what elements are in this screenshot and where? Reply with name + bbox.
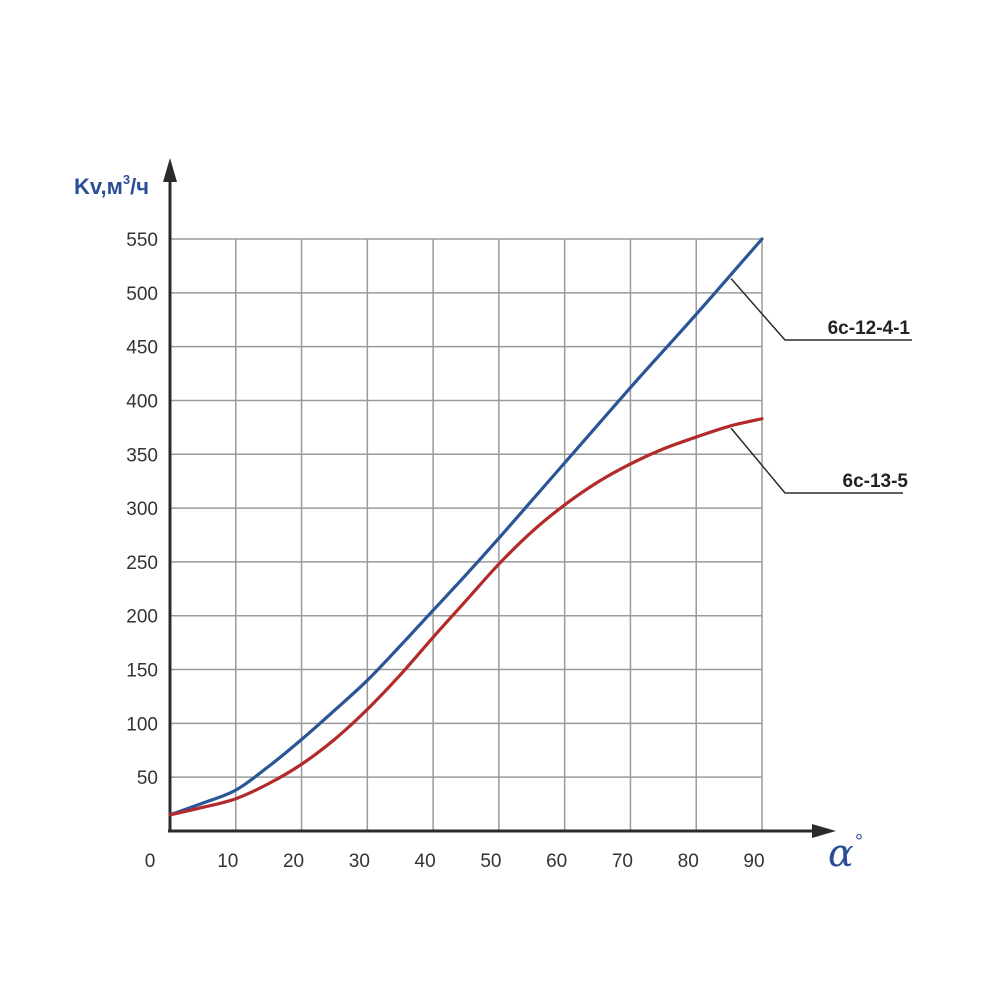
series-callout-label: 6с-13-5 [843, 471, 909, 492]
y-tick-label: 200 [126, 607, 158, 628]
y-tick-label: 50 [137, 768, 158, 789]
x-origin-label: 0 [145, 851, 156, 872]
y-tick-label: 350 [126, 445, 158, 466]
y-tick-label: 500 [126, 284, 158, 305]
axes [163, 158, 836, 838]
series-line-6с-12-4-1 [168, 237, 764, 817]
y-tick-label: 250 [126, 553, 158, 574]
x-tick-label: 40 [415, 851, 436, 872]
x-tick-label: 60 [546, 851, 567, 872]
x-tick-label: 10 [217, 851, 238, 872]
x-axis-arrow [812, 824, 836, 838]
x-axis-label: α [828, 831, 854, 875]
y-tick-labels: 50 100 150 200 250 300 350 400 450 500 550 [126, 230, 158, 789]
y-tick-label: 400 [126, 391, 158, 412]
series-callout-leader [730, 427, 903, 494]
x-tick-label: 80 [678, 851, 699, 872]
y-tick-label: 100 [126, 714, 158, 735]
series-callouts: 6с-12-4-1 6с-13-5 [730, 278, 912, 494]
x-tick-label: 50 [480, 851, 501, 872]
y-axis-arrow [163, 158, 177, 182]
y-axis-label-sup: 3 [123, 172, 130, 187]
grid [170, 238, 763, 831]
y-tick-label: 450 [126, 338, 158, 359]
y-axis-label: Kv,м3/ч [74, 172, 149, 199]
series-group [168, 237, 764, 817]
series-callout-leader [730, 278, 912, 341]
x-tick-label: 90 [743, 851, 764, 872]
y-tick-label: 550 [126, 230, 158, 251]
y-tick-label: 150 [126, 661, 158, 682]
series-line-6с-13-5 [168, 417, 764, 817]
x-axis-unit: ° [855, 831, 863, 853]
y-axis-label-text: Kv,м [74, 174, 123, 199]
x-tick-labels: 10 20 30 40 50 60 70 80 90 [217, 851, 764, 872]
y-axis-label-tail: /ч [130, 174, 149, 199]
series-callout-label: 6с-12-4-1 [828, 318, 911, 339]
y-tick-label: 300 [126, 499, 158, 520]
x-tick-label: 70 [612, 851, 633, 872]
x-tick-label: 30 [349, 851, 370, 872]
x-tick-label: 20 [283, 851, 304, 872]
